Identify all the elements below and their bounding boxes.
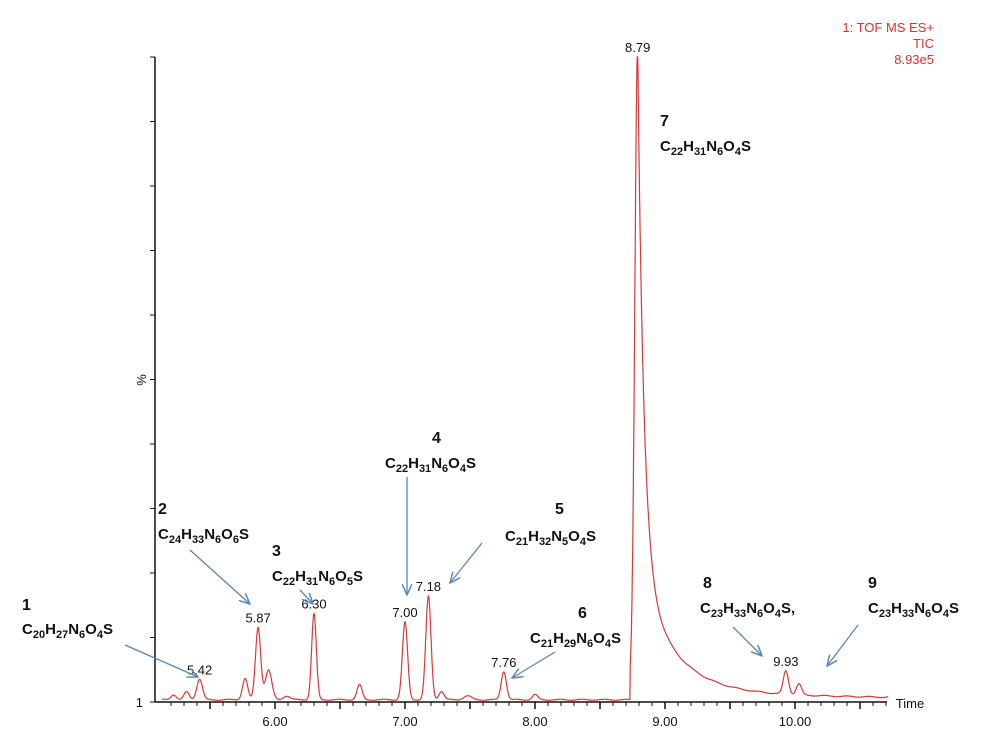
compound-formula: C22H31N6O4S	[385, 455, 476, 475]
x-tick-label: 8.00	[522, 714, 547, 729]
compound-number: 7	[660, 113, 669, 130]
header-mode: 1: TOF MS ES+	[842, 20, 934, 35]
x-tick-label: 9.00	[652, 714, 677, 729]
x-tick-label: 7.00	[392, 714, 417, 729]
compound-formula: C23H33N6O4S	[868, 600, 959, 620]
peak-label: 5.87	[245, 611, 270, 626]
arrow-icon	[450, 542, 483, 583]
compound-annotation-5: 5 C21H32N5O4S	[450, 501, 596, 583]
compound-formula: C21H29N6O4S	[530, 630, 621, 650]
peak-label: 9.93	[773, 654, 798, 669]
peak-label: 5.42	[187, 662, 212, 677]
compound-annotation-4: 4 C22H31N6O4S	[385, 430, 476, 595]
arrow-icon	[124, 644, 198, 677]
y-tick-label: 1	[136, 695, 143, 710]
compound-number: 1	[22, 597, 31, 614]
arrow-icon	[189, 549, 250, 604]
peak-label: 7.00	[392, 605, 417, 620]
header-intensity: 8.93e5	[894, 52, 934, 67]
x-tick-label: 6.00	[262, 714, 287, 729]
arrow-icon	[732, 626, 762, 656]
compound-number: 2	[158, 501, 167, 518]
compound-annotation-8: 8 C23H33N6O4S,	[700, 575, 795, 656]
compound-formula: C24H33N6O6S	[158, 526, 249, 546]
compound-formula: C22H31N6O5S	[272, 568, 363, 588]
x-tick-label: 10.00	[779, 714, 812, 729]
compound-number: 5	[555, 501, 564, 518]
peak-label: 7.76	[491, 655, 516, 670]
compound-annotation-9: 9 C23H33N6O4S	[827, 575, 959, 666]
compound-annotation-1: 1 C20H27N6O4S	[22, 597, 198, 677]
arrow-icon	[827, 624, 859, 666]
peak-label: 7.18	[416, 579, 441, 594]
compound-formula: C20H27N6O4S	[22, 621, 113, 641]
compound-number: 3	[272, 543, 281, 560]
chart-header: 1: TOF MS ES+ TIC 8.93e5	[842, 20, 934, 68]
arrow-icon	[512, 651, 556, 678]
peak-label: 8.79	[625, 40, 650, 55]
compound-number: 9	[868, 575, 877, 592]
chromatogram-trace	[161, 56, 889, 701]
compound-annotation-6: 6 C21H29N6O4S	[512, 605, 621, 678]
compound-formula: C22H31N6O4S	[660, 138, 751, 158]
compound-number: 4	[432, 430, 441, 447]
y-axis-label: %	[134, 374, 149, 386]
compound-number: 8	[703, 575, 712, 592]
compound-formula: C23H33N6O4S,	[700, 600, 795, 620]
x-axis-label: Time	[896, 696, 924, 711]
arrow-icon	[299, 589, 313, 604]
peak-label: 6.30	[301, 597, 326, 612]
header-trace: TIC	[913, 36, 934, 51]
compound-annotation-7: 7 C22H31N6O4S	[660, 113, 751, 158]
compound-formula: C21H32N5O4S	[505, 528, 596, 548]
compound-annotation-3: 3 C22H31N6O5S	[272, 543, 363, 604]
compound-number: 6	[578, 605, 587, 622]
compound-annotation-2: 2 C24H33N6O6S	[158, 501, 250, 604]
